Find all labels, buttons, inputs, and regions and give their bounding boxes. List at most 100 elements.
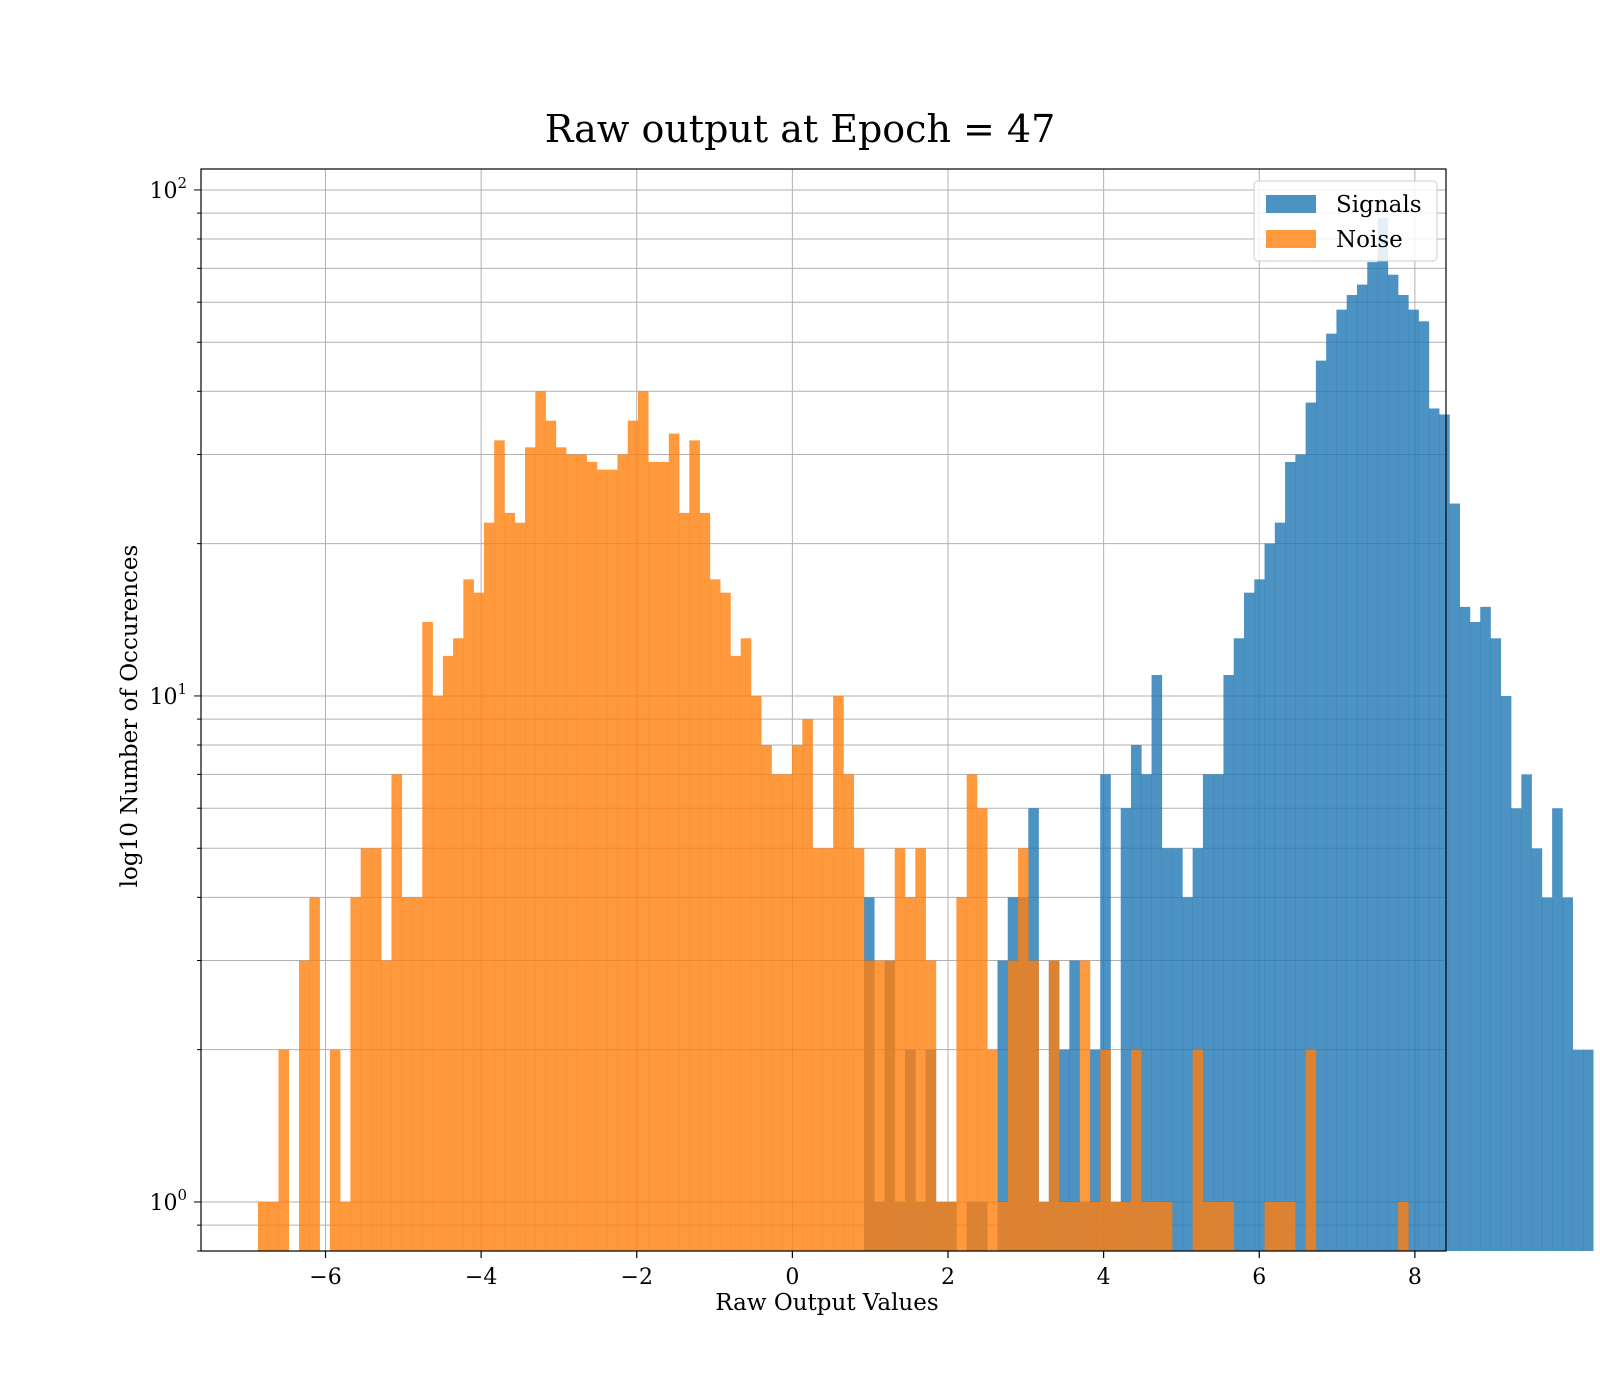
signals-bar [1336,309,1348,1251]
signals-bar [1254,579,1265,1251]
noise-bar [740,638,752,1251]
noise-bar [1213,1201,1224,1251]
noise-bar [1141,1201,1152,1251]
noise-bar [894,848,906,1251]
signals-bar [1233,638,1245,1251]
signals-bar [1490,638,1502,1251]
noise-bar [720,592,731,1251]
signals-bar [1069,960,1080,1251]
noise-bar [1007,960,1019,1251]
noise-bar [833,695,844,1251]
noise-bar [1048,960,1060,1251]
signals-bar [1428,408,1440,1251]
noise-bar [268,1201,279,1251]
noise-bar [545,420,557,1251]
noise-bar [401,897,413,1251]
signals-bar [1541,897,1553,1251]
noise-bar [1223,1201,1235,1251]
noise-bar [689,440,700,1252]
noise-bar [935,1201,947,1251]
legend-label-noise: Noise [1336,227,1403,253]
noise-bar [299,960,310,1251]
noise-bar [257,1201,269,1251]
y-tick-label: 102 [149,174,187,204]
signals-bar [1315,360,1327,1252]
signals-bar [1418,321,1430,1251]
noise-bar [535,391,546,1251]
signals-bar [1356,284,1368,1251]
noise-bar [483,522,495,1251]
noise-bar [771,774,783,1251]
signals-bar [1131,744,1142,1251]
signals-bar [1243,592,1255,1251]
noise-bar [607,469,618,1251]
noise-bar [617,454,629,1251]
noise-bar [627,420,639,1251]
signals-bar [1305,402,1317,1252]
noise-bar [381,960,392,1251]
noise-bar [453,638,464,1251]
noise-bar [946,1201,957,1251]
noise-bar [391,774,403,1251]
signals-bar [1089,1049,1101,1251]
signals-bar [1120,808,1132,1251]
noise-bar [884,960,896,1251]
noise-bar [1151,1201,1163,1251]
noise-bar [802,719,813,1251]
noise-bar [576,454,587,1251]
signals-bar [1480,606,1491,1251]
noise-bar [473,592,485,1251]
y-axis-label: log10 Number of Occurences [117,545,143,888]
noise-bar [987,1049,998,1251]
noise-bar [1028,960,1039,1251]
signals-bar [1521,774,1532,1251]
histogram-bars [257,218,1594,1252]
signals-bar [1562,897,1573,1251]
noise-bar [1089,1201,1101,1251]
noise-bar [781,774,793,1251]
noise-bar [750,695,762,1251]
noise-bar [309,897,320,1251]
x-tick-label: 0 [785,1265,799,1290]
signals-bar [1285,461,1296,1251]
noise-bar [812,848,824,1251]
signals-bar [1100,774,1111,1251]
noise-bar [915,848,926,1251]
noise-bar [340,1201,351,1251]
noise-bar [412,897,423,1251]
noise-bar [730,655,742,1251]
noise-bar [966,774,978,1251]
noise-bar [997,1201,1009,1251]
signals-bar [1469,622,1481,1251]
noise-bar [843,774,854,1251]
plot-frame [200,168,1447,1252]
noise-bar [853,848,865,1251]
noise-bar [555,447,567,1251]
axis-ticks: −6 −4 −2 0 2 4 6 8 100 101 102 [149,174,1421,1290]
signals-bar [1582,1049,1594,1251]
noise-bar [432,695,444,1251]
legend-swatch-noise [1266,230,1316,248]
noise-bar [1398,1201,1409,1251]
signals-bar [997,960,1009,1251]
noise-bar [1100,1049,1111,1251]
noise-bar [350,897,361,1251]
noise-bar [514,522,526,1251]
noise-bar [1285,1201,1296,1251]
signals-bar [1387,274,1399,1251]
noise-bar [976,808,988,1251]
y-tick-label: 100 [149,1186,187,1216]
noise-bar [525,447,536,1251]
noise-bar [494,440,505,1252]
series-noise [257,391,1409,1252]
noise-bar [637,391,649,1251]
noise-bar [863,960,875,1251]
noise-bar [1264,1201,1276,1251]
signals-bar [1264,543,1276,1251]
signals-bar [1511,808,1522,1251]
x-tick-label: 6 [1252,1265,1266,1290]
noise-bar [504,512,516,1251]
noise-bar [596,469,608,1251]
noise-bar [1305,1049,1317,1251]
